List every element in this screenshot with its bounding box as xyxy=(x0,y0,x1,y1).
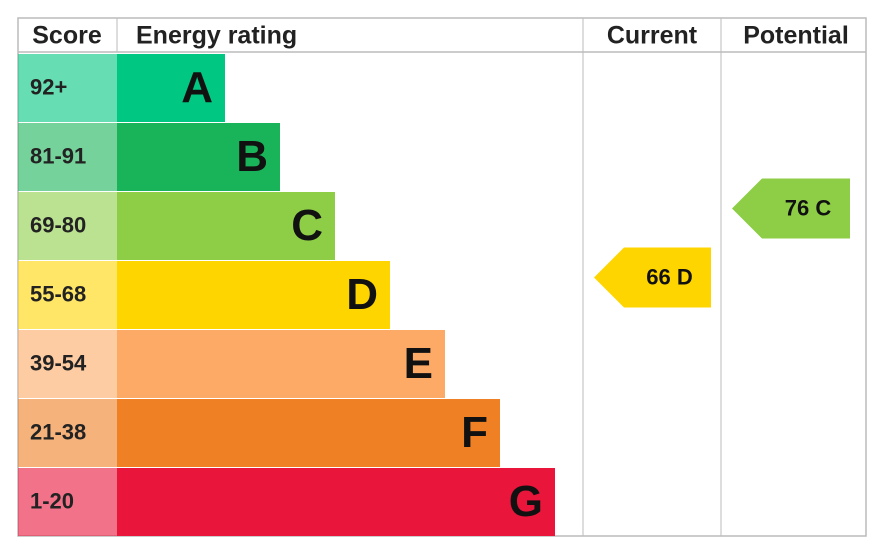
rating-letter: A xyxy=(181,63,213,112)
header-potential: Potential xyxy=(743,22,849,50)
score-cell xyxy=(18,330,117,398)
score-cell xyxy=(18,54,117,122)
rating-letter: B xyxy=(236,132,268,181)
score-range: 69-80 xyxy=(30,212,86,237)
score-cell xyxy=(18,399,117,467)
rating-bar xyxy=(117,54,225,122)
rating-letter: F xyxy=(461,408,488,457)
rating-bar xyxy=(117,399,500,467)
rating-letter: D xyxy=(346,270,378,319)
score-range: 81-91 xyxy=(30,143,86,168)
score-cell xyxy=(18,192,117,260)
rating-bar xyxy=(117,468,555,536)
current-arrow xyxy=(594,247,711,308)
rating-bar xyxy=(117,192,335,260)
score-range: 21-38 xyxy=(30,419,86,444)
current-score: 66 xyxy=(646,264,670,289)
score-range: 39-54 xyxy=(30,350,87,375)
score-cell xyxy=(18,261,117,329)
header-score: Score xyxy=(32,22,102,50)
rating-letter: C xyxy=(291,201,323,250)
potential-arrow xyxy=(732,178,850,239)
rating-letter: G xyxy=(509,477,543,526)
score-cell xyxy=(18,123,117,191)
header-energy-rating: Energy rating xyxy=(136,22,297,50)
score-range: 55-68 xyxy=(30,281,86,306)
rating-bar xyxy=(117,123,280,191)
rating-bar xyxy=(117,330,445,398)
current-rating: D xyxy=(677,264,693,289)
score-range: 1-20 xyxy=(30,488,74,513)
potential-rating: C xyxy=(815,195,831,220)
rating-letter: E xyxy=(404,339,433,388)
score-range: 92+ xyxy=(30,74,67,99)
header-current: Current xyxy=(607,22,698,50)
potential-label: 76 C xyxy=(785,195,832,220)
score-cell xyxy=(18,468,117,536)
current-label: 66 D xyxy=(646,264,693,289)
potential-score: 76 xyxy=(785,195,809,220)
rating-bar xyxy=(117,261,390,329)
